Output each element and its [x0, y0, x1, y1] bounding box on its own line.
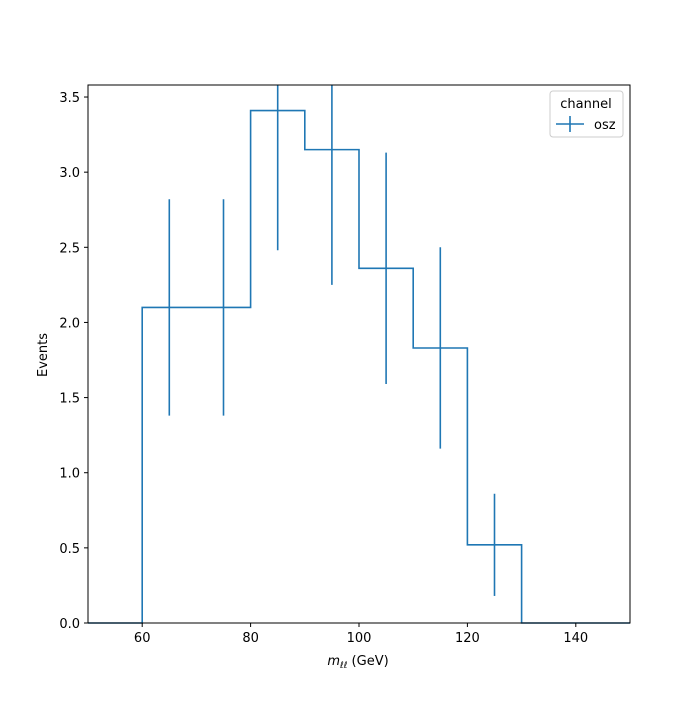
- y-tick-label: 0.5: [59, 542, 80, 557]
- x-tick-label: 80: [242, 631, 259, 646]
- y-tick-label: 3.0: [59, 166, 80, 181]
- y-tick-label: 2.0: [59, 316, 80, 331]
- y-tick-label: 2.5: [59, 241, 80, 256]
- legend-box: [549, 90, 624, 138]
- x-tick-label: 100: [347, 631, 372, 646]
- y-tick-label: 1.0: [59, 467, 80, 482]
- y-axis-label: Events: [36, 333, 51, 377]
- y-tick-label: 3.5: [59, 91, 80, 106]
- y-tick-label: 0.0: [59, 617, 80, 632]
- x-tick-label: 140: [563, 631, 588, 646]
- legend-entry-osz: osz: [594, 118, 616, 133]
- x-tick-label: 120: [455, 631, 480, 646]
- y-tick-label: 1.5: [59, 392, 80, 407]
- histogram-step-line: [88, 109, 630, 624]
- legend: channel osz: [549, 90, 624, 138]
- x-axis-label-unit: (GeV): [347, 654, 388, 669]
- plot-area: [88, 85, 630, 624]
- x-axis-label-symbol: m: [327, 654, 340, 669]
- axes: 60 80 100 120 140 0.0 0.5 1.0 1.5 2.0 2.5 3.0 3.5: [59, 84, 631, 646]
- legend-title: channel: [560, 97, 611, 112]
- x-tick-label: 60: [134, 631, 151, 646]
- x-axis-label-subscript: ℓℓ: [339, 661, 347, 671]
- x-axis-label: mℓℓ (GeV): [327, 654, 388, 671]
